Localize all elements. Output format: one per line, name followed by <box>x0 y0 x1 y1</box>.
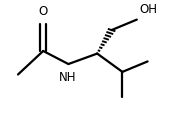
Text: O: O <box>39 5 48 18</box>
Text: NH: NH <box>59 71 76 84</box>
Text: OH: OH <box>140 3 158 16</box>
